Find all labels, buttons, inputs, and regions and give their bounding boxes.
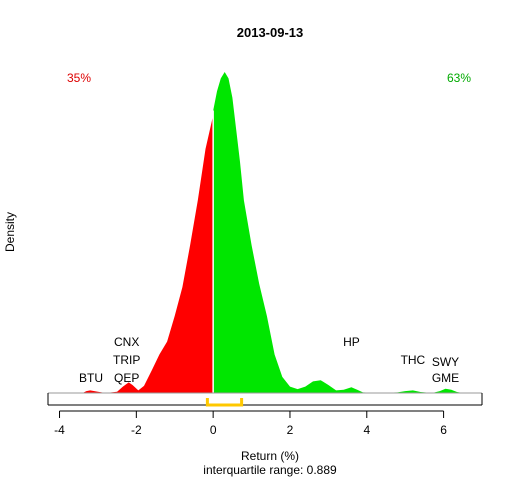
y-axis-label: Density: [3, 212, 17, 252]
ticker-label: SWY: [432, 355, 459, 369]
iqr-bracket: [205, 398, 244, 407]
ticker-label: GME: [432, 371, 459, 385]
chart-title: 2013-09-13: [237, 25, 304, 40]
ticker-label: HP: [343, 335, 360, 349]
x-axis-subtitle: interquartile range: 0.889: [203, 463, 337, 477]
ticker-label: BTU: [79, 371, 103, 385]
ticker-label: QEP: [114, 371, 139, 385]
x-axis: -4 -2 0 2 4 6: [54, 410, 447, 437]
x-tick-label: 0: [210, 423, 217, 437]
x-tick-label: 4: [363, 423, 370, 437]
ticker-annotations: BTU QEP TRIP CNX HP THC GME SWY: [79, 335, 459, 385]
x-axis-label: Return (%): [241, 449, 299, 463]
right-percent-label: 63%: [447, 71, 471, 85]
left-percent-label: 35%: [67, 71, 91, 85]
ticker-label: THC: [401, 353, 426, 367]
negative-density-area: [82, 110, 214, 393]
ticker-label: CNX: [114, 335, 139, 349]
iqr-bracket-line: [205, 398, 244, 407]
density-areas: [82, 72, 463, 393]
x-tick-label: 6: [440, 423, 447, 437]
positive-density-area: [213, 72, 463, 393]
x-tick-label: -2: [131, 423, 142, 437]
x-tick-label: 2: [287, 423, 294, 437]
x-tick-label: -4: [54, 423, 65, 437]
ticker-label: TRIP: [113, 353, 140, 367]
